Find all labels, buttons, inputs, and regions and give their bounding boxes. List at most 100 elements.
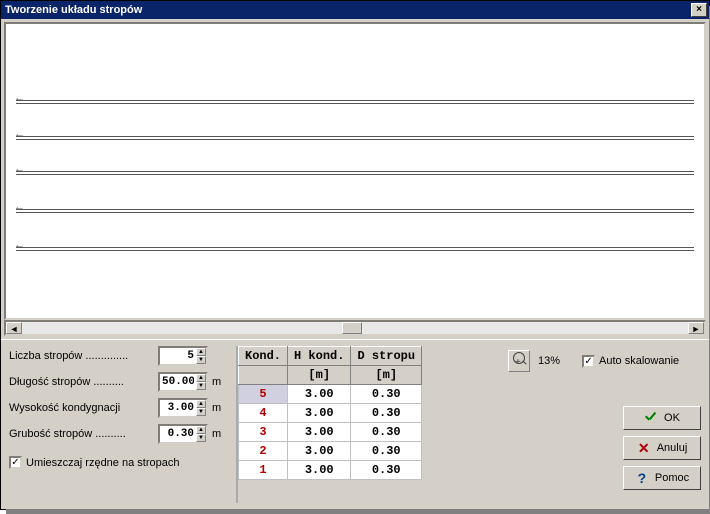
spin-down-icon[interactable]: ▼ (196, 356, 206, 364)
dlugosc-stepper[interactable]: ▲▼ (158, 372, 208, 392)
dialog-buttons: OK ✕ Anuluj ? Pomoc (623, 406, 701, 490)
dlugosc-label: Długość stropów .......... (9, 376, 158, 388)
col-kond[interactable]: Kond. (239, 347, 288, 366)
bottom-panel: Liczba stropów .............. ▲▼ Długość… (1, 339, 709, 509)
spin-up-icon[interactable]: ▲ (196, 400, 206, 408)
floor-line (16, 136, 694, 140)
titlebar: Tworzenie układu stropów × (1, 1, 709, 19)
zoom-row: + 13% ✓ Auto skalowanie (508, 350, 701, 372)
spin-down-icon[interactable]: ▼ (196, 382, 206, 390)
grubosc-label: Grubość stropów .......... (9, 428, 158, 440)
spin-up-icon[interactable]: ▲ (196, 426, 206, 434)
cell-d[interactable]: 0.30 (351, 423, 422, 442)
spin-down-icon[interactable]: ▼ (196, 434, 206, 442)
scroll-right-button[interactable]: ► (688, 322, 704, 334)
checkbox-row[interactable]: ✓ Umieszczaj rzędne na stropach (9, 456, 224, 469)
window-title: Tworzenie układu stropów (5, 1, 142, 19)
dialog-window: Tworzenie układu stropów × ◄ ► Liczba st… (0, 0, 710, 510)
cell-h[interactable]: 3.00 (288, 461, 351, 480)
floor-line (16, 247, 694, 251)
spinner[interactable]: ▲▼ (196, 374, 206, 390)
cell-d[interactable]: 0.30 (351, 385, 422, 404)
question-icon: ? (635, 471, 649, 485)
preview-canvas (4, 22, 706, 320)
scroll-left-button[interactable]: ◄ (6, 322, 22, 334)
wysokosc-label: Wysokość kondygnacji (9, 402, 158, 414)
spin-up-icon[interactable]: ▲ (196, 374, 206, 382)
help-button[interactable]: ? Pomoc (623, 466, 701, 490)
dlugosc-input[interactable] (160, 374, 196, 390)
right-column: + 13% ✓ Auto skalowanie OK ✕ Anuluj (508, 346, 701, 503)
check-icon (644, 411, 658, 425)
liczba-stepper[interactable]: ▲▼ (158, 346, 208, 366)
cell-d[interactable]: 0.30 (351, 461, 422, 480)
cell-h[interactable]: 3.00 (288, 385, 351, 404)
spinner[interactable]: ▲▼ (196, 426, 206, 442)
auto-scale-label: Auto skalowanie (599, 355, 679, 367)
col-dstropu[interactable]: D stropu (351, 347, 422, 366)
unit: m (212, 376, 224, 388)
cell-kond[interactable]: 4 (239, 404, 288, 423)
zoom-percent: 13% (538, 355, 560, 367)
fields-column: Liczba stropów .............. ▲▼ Długość… (9, 346, 224, 503)
floor-line (16, 171, 694, 175)
magnifier-icon: + (512, 351, 526, 365)
table-row[interactable]: 33.000.30 (239, 423, 422, 442)
cancel-label: Anuluj (657, 442, 688, 454)
horizontal-scrollbar[interactable]: ◄ ► (4, 320, 706, 336)
grubosc-input[interactable] (160, 426, 196, 442)
rzedne-label: Umieszczaj rzędne na stropach (26, 457, 179, 469)
cell-kond[interactable]: 2 (239, 442, 288, 461)
sub-kond (239, 366, 288, 385)
field-row: Wysokość kondygnacji ▲▼ m (9, 398, 224, 418)
field-row: Długość stropów .......... ▲▼ m (9, 372, 224, 392)
cell-h[interactable]: 3.00 (288, 404, 351, 423)
cell-h[interactable]: 3.00 (288, 423, 351, 442)
spinner[interactable]: ▲▼ (196, 400, 206, 416)
floor-line (16, 100, 694, 104)
cell-kond[interactable]: 1 (239, 461, 288, 480)
table-row[interactable]: 53.000.30 (239, 385, 422, 404)
preview-area: ◄ ► (4, 22, 706, 336)
x-icon: ✕ (637, 441, 651, 455)
cancel-button[interactable]: ✕ Anuluj (623, 436, 701, 460)
liczba-input[interactable] (160, 348, 196, 364)
ok-label: OK (664, 412, 680, 424)
unit: m (212, 428, 224, 440)
spin-down-icon[interactable]: ▼ (196, 408, 206, 416)
cell-d[interactable]: 0.30 (351, 442, 422, 461)
cell-kond[interactable]: 3 (239, 423, 288, 442)
close-icon[interactable]: × (691, 3, 707, 17)
wysokosc-input[interactable] (160, 400, 196, 416)
floor-line (16, 209, 694, 213)
spinner[interactable]: ▲▼ (196, 348, 206, 364)
table-row[interactable]: 23.000.30 (239, 442, 422, 461)
cell-d[interactable]: 0.30 (351, 404, 422, 423)
rzedne-checkbox[interactable]: ✓ (9, 456, 22, 469)
ok-button[interactable]: OK (623, 406, 701, 430)
field-row: Grubość stropów .......... ▲▼ m (9, 424, 224, 444)
field-row: Liczba stropów .............. ▲▼ (9, 346, 224, 366)
table-row[interactable]: 43.000.30 (239, 404, 422, 423)
scroll-track[interactable] (22, 322, 688, 334)
table-body: 53.000.3043.000.3033.000.3023.000.3013.0… (239, 385, 422, 480)
sub-hkond: [m] (288, 366, 351, 385)
scroll-thumb[interactable] (342, 322, 362, 334)
auto-scale-row[interactable]: ✓ Auto skalowanie (582, 355, 679, 368)
cell-kond[interactable]: 5 (239, 385, 288, 404)
col-hkond[interactable]: H kond. (288, 347, 351, 366)
wysokosc-stepper[interactable]: ▲▼ (158, 398, 208, 418)
spin-up-icon[interactable]: ▲ (196, 348, 206, 356)
zoom-in-button[interactable]: + (508, 350, 530, 372)
table-header-row: Kond. H kond. D stropu (239, 347, 422, 366)
table-row[interactable]: 13.000.30 (239, 461, 422, 480)
table-subheader-row: [m] [m] (239, 366, 422, 385)
unit: m (212, 402, 224, 414)
cell-h[interactable]: 3.00 (288, 442, 351, 461)
floors-table: Kond. H kond. D stropu [m] [m] 53.000.30… (238, 346, 422, 480)
auto-scale-checkbox[interactable]: ✓ (582, 355, 595, 368)
table-column: Kond. H kond. D stropu [m] [m] 53.000.30… (236, 346, 496, 503)
help-label: Pomoc (655, 472, 689, 484)
grubosc-stepper[interactable]: ▲▼ (158, 424, 208, 444)
liczba-label: Liczba stropów .............. (9, 350, 158, 362)
